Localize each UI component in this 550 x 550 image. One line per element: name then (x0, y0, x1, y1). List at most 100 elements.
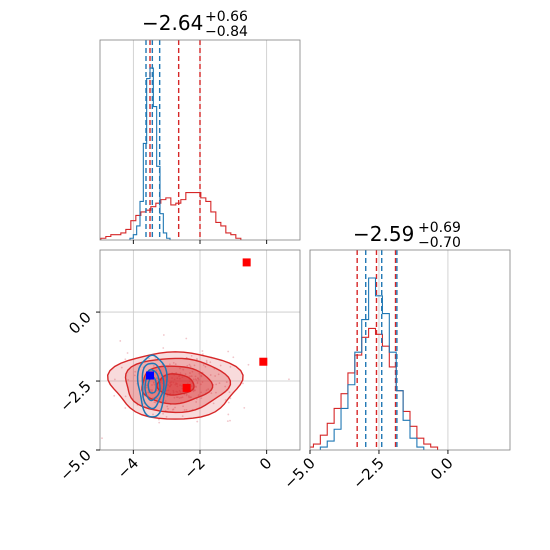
sample-point (193, 364, 196, 367)
grid-param1-hist (309, 250, 449, 450)
sample-point (126, 352, 129, 354)
tick-label-param1-y-2: 0.0 (65, 308, 95, 338)
sample-point (242, 382, 244, 385)
frame-param1-hist (309, 249, 511, 451)
sample-point (215, 383, 218, 386)
sample-point (151, 384, 153, 386)
contour-blue-level-1 (141, 362, 165, 410)
sample-point (204, 365, 207, 368)
sample-point (190, 385, 193, 388)
sample-point (152, 397, 154, 400)
sample-point (212, 402, 215, 405)
sample-point (152, 365, 155, 367)
sample-point (205, 389, 208, 392)
sample-point (194, 375, 197, 378)
sample-point (168, 363, 171, 366)
marks-param1-hist (310, 250, 439, 450)
sample-point (184, 373, 187, 376)
sample-point (179, 391, 182, 393)
sample-point (181, 376, 184, 378)
sample-point (175, 371, 178, 374)
tick-label-param1-x-0: −5.0 (280, 454, 318, 492)
ticks-param0-hist (132, 240, 268, 244)
tick-label-param1-x-1: −2.5 (349, 454, 387, 492)
sample-point (124, 395, 127, 398)
histogram-series-1 (319, 277, 425, 450)
sample-point (156, 377, 159, 380)
sample-point (190, 396, 193, 399)
sample-point (196, 420, 199, 423)
histogram-series-0 (310, 327, 439, 450)
sample-point (174, 406, 176, 409)
sample-point (232, 356, 235, 359)
sample-point (247, 363, 250, 366)
sample-point (229, 365, 232, 368)
sample-point (218, 382, 221, 385)
sample-point (179, 384, 181, 387)
sample-point (173, 396, 176, 399)
sample-point (189, 365, 192, 368)
sample-point (171, 408, 174, 411)
sample-point (174, 383, 177, 386)
ticks-joint (96, 311, 268, 454)
sample-point (172, 381, 175, 384)
sample-point (167, 407, 169, 410)
sample-point (166, 405, 169, 408)
sample-point (156, 397, 158, 400)
title-param0-value: −2.64 (142, 11, 203, 35)
sample-point (179, 367, 181, 370)
sample-point (185, 408, 188, 411)
sample-point (199, 383, 202, 386)
title-param0-minus: −0.84 (205, 24, 248, 40)
sample-point (188, 363, 191, 366)
sample-point (183, 409, 186, 411)
sample-point (149, 389, 152, 391)
title-param0-plus: +0.66 (205, 9, 248, 25)
title-param1: −2.59 (353, 222, 414, 246)
sample-point (178, 397, 181, 399)
sample-point (192, 378, 195, 381)
sample-point (196, 358, 198, 360)
sample-point (197, 378, 200, 381)
sample-point (167, 389, 170, 392)
marker-blue-0 (146, 371, 154, 380)
sample-point (164, 400, 167, 402)
tick-labels: −4 −2 0 −5.0 −2.5 0.0 −5.0 −2.5 0.0 (56, 308, 456, 492)
sample-point (189, 372, 191, 374)
sample-point (187, 395, 190, 397)
sample-point (172, 389, 175, 392)
sample-point (124, 358, 127, 361)
sample-point (214, 375, 217, 377)
sample-point (119, 340, 122, 342)
sample-point (162, 412, 164, 415)
sample-point (165, 415, 168, 418)
sample-point (195, 379, 198, 382)
sample-point (176, 377, 179, 380)
sample-point (227, 401, 230, 404)
tick-label-param1-y-1: −2.5 (56, 377, 94, 415)
sample-point (182, 405, 184, 408)
sample-point (162, 347, 165, 349)
joint-panel (96, 249, 301, 454)
sample-point (194, 385, 197, 388)
sample-point (210, 392, 213, 395)
sample-point (186, 364, 189, 367)
sample-point (188, 396, 190, 399)
sample-point (167, 384, 169, 386)
marker-red-0 (242, 258, 251, 267)
sample-point (205, 361, 208, 364)
sample-point (201, 350, 204, 352)
sample-point (158, 418, 160, 421)
sample-point (180, 384, 183, 387)
contour-blue-level-0 (136, 354, 168, 418)
sample-point (154, 401, 157, 404)
sample-point (182, 368, 185, 371)
sample-point (181, 396, 184, 399)
sample-point (226, 420, 229, 423)
sample-point (217, 373, 220, 376)
sample-point (120, 366, 123, 369)
sample-point (200, 374, 203, 377)
sample-point (243, 406, 246, 409)
contour-blue-level-3 (147, 375, 157, 394)
